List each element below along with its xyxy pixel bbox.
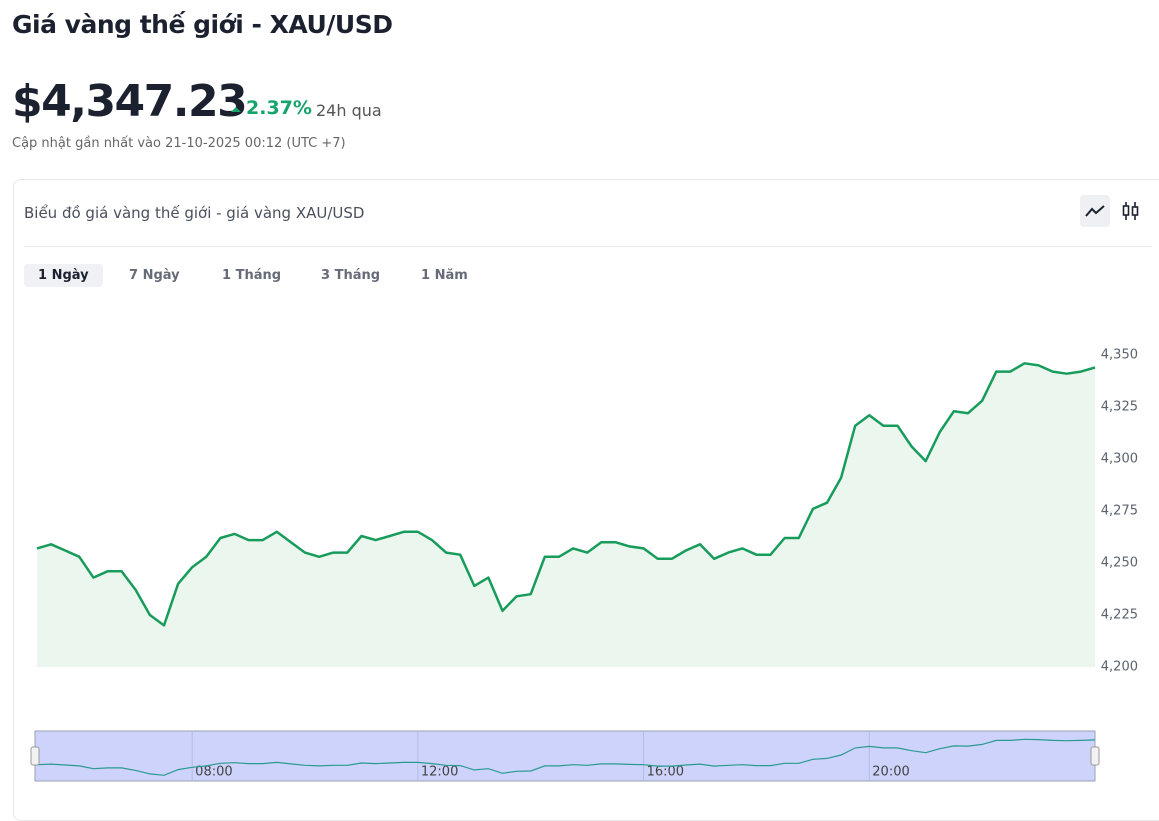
- range-tab[interactable]: 3 Tháng: [321, 268, 381, 283]
- navigator-handle[interactable]: [1090, 746, 1100, 766]
- price: $4,347.23: [12, 76, 248, 127]
- y-tick-label: 4,350: [1101, 348, 1138, 363]
- navigator: [34, 730, 1096, 782]
- page-title: Giá vàng thế giới - XAU/USD: [12, 10, 393, 39]
- range-tab[interactable]: 1 Ngày: [24, 264, 103, 287]
- up-arrow: [231, 107, 241, 112]
- updated-time: Cập nhật gần nhất vào 21-10-2025 00:12 (…: [12, 136, 346, 151]
- y-tick-label: 4,325: [1101, 400, 1138, 415]
- x-tick-label: 12:00: [421, 765, 458, 780]
- x-tick-label: 16:00: [647, 765, 684, 780]
- navigator-handle[interactable]: [30, 746, 40, 766]
- price-line: [36, 362, 1096, 627]
- chart: 4,200 4,225 4,250 4,275 4,300 4,325 4,350 08:00…: [30, 348, 1138, 782]
- card-title: Biểu đồ giá vàng thế giới - giá vàng XAU…: [24, 204, 365, 222]
- x-tick-label: 08:00: [195, 765, 232, 780]
- line-chart-toggle[interactable]: [1080, 195, 1110, 227]
- range-tab[interactable]: 7 Ngày: [129, 268, 180, 283]
- line-icon: [1085, 205, 1105, 217]
- x-tick-label: 20:00: [872, 765, 909, 780]
- y-tick-label: 4,200: [1101, 660, 1138, 675]
- range-tab[interactable]: 1 Năm: [421, 268, 468, 283]
- candle-chart-toggle[interactable]: [1116, 195, 1146, 227]
- y-tick-label: 4,250: [1101, 556, 1138, 571]
- price-area: [37, 363, 1095, 667]
- range-tab[interactable]: 1 Tháng: [222, 268, 282, 283]
- y-tick-label: 4,300: [1101, 452, 1138, 467]
- change-period: 24h qua: [316, 101, 382, 120]
- page: Giá vàng thế giới - XAU/USD $4,347.23 2.…: [12, 10, 1159, 821]
- price-change: 2.37%: [246, 97, 312, 119]
- candle-icon: [1122, 202, 1139, 220]
- y-tick-label: 4,225: [1101, 608, 1138, 623]
- y-tick-label: 4,275: [1101, 504, 1138, 519]
- navigator-line: [36, 738, 1096, 776]
- divider: [24, 246, 1152, 247]
